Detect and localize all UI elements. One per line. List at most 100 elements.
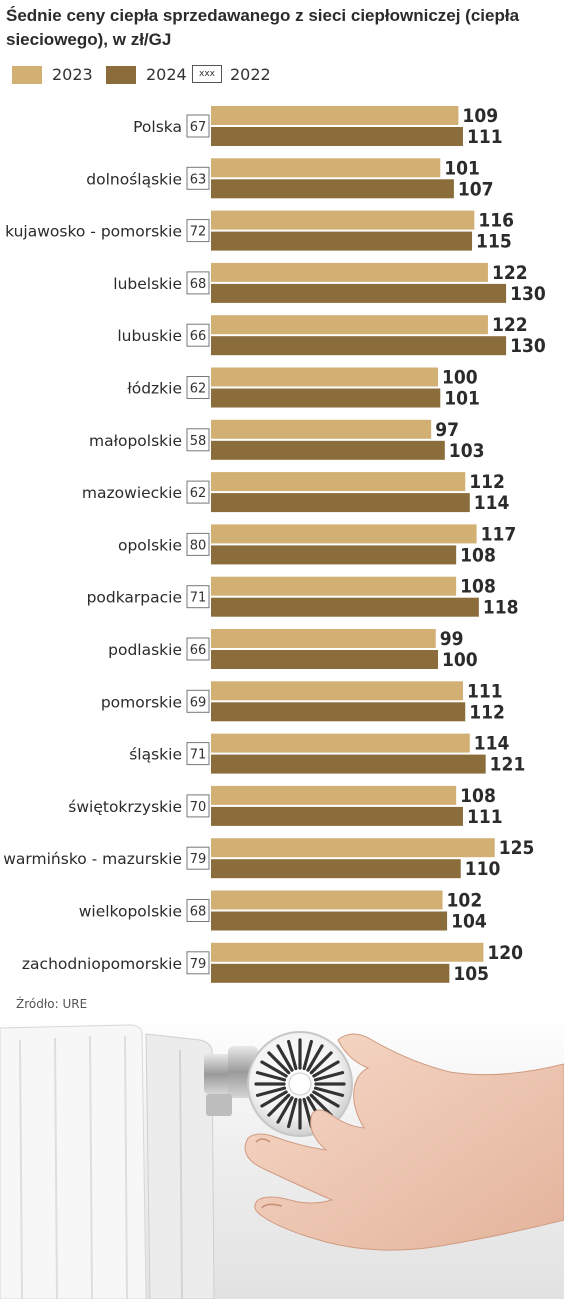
bar-2023-row-1 (211, 158, 441, 178)
bar-2024-row-16 (211, 963, 450, 983)
bar-2024-row-7 (211, 493, 470, 513)
bar-2024-row-11 (211, 702, 466, 722)
value-box-2022-row-1 (186, 166, 210, 190)
value-box-2022-row-4 (186, 323, 210, 347)
bar-2023-row-16 (211, 942, 484, 962)
knob-rib (255, 1086, 287, 1097)
knob-rib (306, 1044, 324, 1072)
data-label-2023-row-1: 101 (444, 157, 480, 179)
category-label-row-10: podlaskie (108, 641, 182, 659)
category-label-row-3: lubelskie (113, 275, 182, 293)
bar-2023-row-6 (211, 419, 432, 439)
bar-2024-row-3 (211, 283, 507, 303)
knob-rib (276, 1096, 294, 1124)
value-box-2022-row-2 (186, 219, 210, 243)
bar-2023-row-13 (211, 785, 457, 805)
data-label-2024-row-11: 112 (469, 701, 505, 723)
source-note: Źródło: URE (16, 997, 88, 1011)
category-label-row-13: świętokrzyskie (68, 798, 182, 816)
value-box-2022-row-6 (186, 428, 210, 452)
category-label-row-12: śląskie (129, 746, 182, 764)
bar-2023-row-15 (211, 890, 443, 910)
value-box-2022-row-7 (186, 480, 210, 504)
bar-2024-row-15 (211, 911, 448, 931)
data-label-2024-row-8: 108 (460, 544, 496, 566)
knob-rib (267, 1093, 291, 1117)
category-label-row-6: małopolskie (89, 432, 182, 450)
data-label-2023-row-9: 108 (460, 576, 496, 598)
bar-2023-row-0 (211, 106, 459, 125)
category-label-row-9: podkarpacie (87, 589, 182, 607)
legend-box-2022: xxx (192, 65, 222, 83)
category-label-row-16: zachodniopomorskie (22, 955, 182, 973)
data-label-2024-row-9: 118 (483, 597, 519, 619)
data-label-2023-row-11: 111 (467, 680, 503, 702)
data-label-2024-row-1: 107 (458, 178, 494, 200)
value-label-2022-row-3: 68 (190, 277, 207, 292)
value-box-2022-row-8 (186, 532, 210, 556)
bar-2023-row-9 (211, 576, 457, 596)
category-label-row-8: opolskie (118, 536, 182, 554)
value-label-2022-row-9: 71 (190, 591, 207, 606)
bar-2024-row-6 (211, 440, 445, 460)
data-label-2023-row-15: 102 (447, 890, 483, 912)
chart-title: Śednie ceny ciepła sprzedawanego z sieci… (6, 6, 520, 49)
value-label-2022-row-0: 67 (190, 120, 207, 135)
value-box-2022-row-13 (186, 794, 210, 818)
data-label-2023-row-8: 117 (481, 523, 517, 545)
value-label-2022-row-14: 79 (190, 852, 207, 867)
legend-label-2022: 2022 (230, 65, 271, 84)
data-label-2023-row-14: 125 (499, 837, 535, 859)
bar-2024-row-0 (211, 127, 463, 146)
value-label-2022-row-7: 62 (190, 486, 207, 501)
value-box-2022-row-10 (186, 637, 210, 661)
bar-2023-row-5 (211, 367, 438, 387)
category-label-row-15: wielkopolskie (79, 903, 182, 921)
radiator-thermostat-photo (0, 1010, 564, 1299)
data-label-2024-row-6: 103 (449, 440, 485, 462)
value-box-2022-row-12 (186, 742, 210, 766)
value-box-2022-row-9 (186, 585, 210, 609)
value-label-2022-row-15: 68 (190, 905, 207, 920)
data-label-2024-row-10: 100 (442, 649, 478, 671)
x-tick-label-2: 100 (427, 1000, 450, 1001)
bar-2023-row-12 (211, 733, 470, 753)
bar-2024-row-8 (211, 545, 457, 565)
category-label-row-1: dolnośląskie (86, 170, 182, 188)
bar-2023-row-7 (211, 472, 466, 492)
data-label-2023-row-16: 120 (487, 942, 523, 964)
data-label-2024-row-12: 121 (490, 754, 526, 776)
value-box-2022-row-5 (186, 376, 210, 399)
bar-2024-row-2 (211, 231, 473, 251)
bar-2023-row-14 (211, 838, 495, 858)
bar-2023-row-11 (211, 681, 463, 701)
data-label-2023-row-5: 100 (442, 367, 478, 389)
bar-2023-row-4 (211, 315, 488, 335)
bar-2023-row-2 (211, 210, 475, 230)
legend-swatch-2023 (12, 66, 42, 84)
value-label-2022-row-4: 66 (190, 329, 207, 344)
category-label-row-7: mazowieckie (82, 484, 182, 502)
value-box-2022-row-15 (186, 899, 210, 922)
x-tick-label-0: 0 (207, 1000, 215, 1001)
bar-2024-row-4 (211, 336, 507, 356)
value-label-2022-row-13: 70 (190, 800, 207, 815)
data-label-2023-row-2: 116 (478, 210, 514, 232)
x-tick-label-3: 150 (540, 1000, 563, 1001)
data-label-2023-row-13: 108 (460, 785, 496, 807)
category-label-row-2: kujawosko - pomorskie (5, 223, 182, 241)
category-label-row-5: łódzkie (127, 380, 182, 398)
legend-label-2024: 2024 (146, 65, 187, 84)
bar-2024-row-13 (211, 806, 463, 826)
data-label-2024-row-15: 104 (451, 911, 487, 933)
bar-2024-row-10 (211, 650, 438, 669)
bar-2023-row-10 (211, 629, 436, 648)
value-box-2022-row-16 (186, 951, 210, 975)
value-label-2022-row-10: 66 (190, 643, 207, 658)
knob-rib (267, 1051, 291, 1075)
knob-rib (287, 1039, 298, 1071)
data-label-2023-row-6: 97 (435, 419, 459, 441)
bar-2024-row-9 (211, 597, 479, 617)
knob-rib (313, 1071, 345, 1082)
